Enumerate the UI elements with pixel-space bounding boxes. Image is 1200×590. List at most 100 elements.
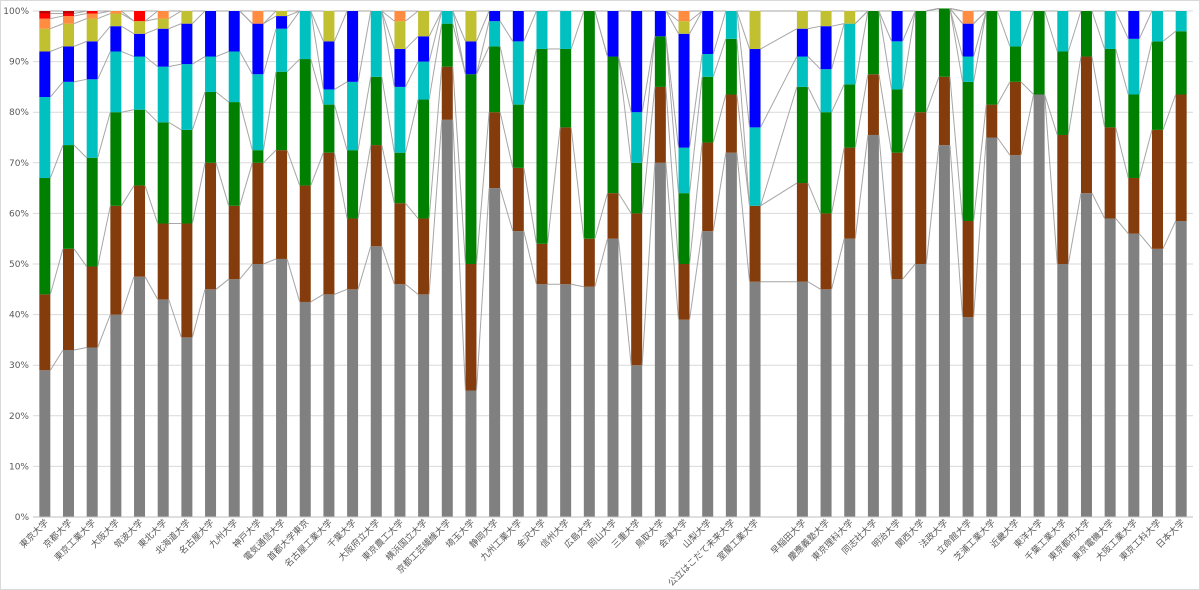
bar-segment	[1080, 11, 1092, 57]
bar-segment	[323, 41, 335, 90]
series-line	[168, 121, 182, 131]
bar-segment	[323, 11, 335, 42]
series-line	[215, 51, 229, 58]
bar-segment	[1033, 11, 1045, 95]
series-line	[831, 23, 845, 27]
bar-segment	[205, 289, 217, 517]
bar-segment	[86, 157, 98, 267]
series-line	[73, 78, 87, 83]
series-line	[192, 56, 206, 65]
bar-segment	[1128, 233, 1140, 517]
series-line	[641, 86, 656, 214]
bar-segment	[678, 21, 690, 34]
bar-segment	[205, 162, 217, 290]
bar-segment	[938, 8, 950, 77]
series-line	[1162, 220, 1177, 250]
series-line	[310, 10, 324, 90]
series-line	[499, 187, 514, 232]
bar-segment	[938, 76, 950, 146]
bar-segment	[418, 218, 430, 295]
series-line	[404, 99, 419, 153]
series-line	[570, 10, 585, 50]
series-line	[973, 10, 987, 57]
series-line	[499, 20, 514, 42]
series-line	[334, 81, 348, 90]
series-line	[191, 91, 206, 131]
bar-segment	[1057, 134, 1069, 264]
series-line	[523, 230, 537, 285]
bar-segment	[915, 11, 927, 113]
bar-segment	[276, 71, 288, 151]
series-line	[1067, 56, 1082, 136]
series-line	[618, 238, 632, 366]
bar-segment	[39, 51, 51, 98]
bar-segment	[394, 21, 406, 49]
bar-segment	[915, 112, 927, 264]
series-line	[191, 289, 206, 338]
series-line	[689, 231, 703, 320]
series-line	[736, 10, 751, 128]
series-line	[475, 10, 490, 42]
series-line	[1020, 81, 1034, 95]
bar-segment	[1057, 51, 1069, 135]
bar-segment	[512, 41, 524, 105]
series-line	[570, 127, 585, 239]
bar-segment	[418, 36, 430, 62]
series-line	[736, 38, 751, 206]
series-line	[144, 10, 159, 22]
bar-segment	[1175, 31, 1187, 95]
series-line	[973, 137, 987, 318]
bar-segment	[110, 13, 122, 27]
bar-segment	[512, 231, 524, 518]
series-line	[405, 35, 419, 50]
series-line	[168, 299, 182, 338]
series-line	[712, 38, 727, 77]
series-line	[1138, 10, 1153, 40]
bar-segment	[1128, 177, 1140, 234]
series-line	[949, 8, 964, 82]
bar-segment	[323, 152, 335, 295]
series-line	[1162, 94, 1177, 131]
bar-segment	[134, 109, 146, 186]
series-line	[120, 276, 135, 315]
bar-segment	[299, 59, 311, 186]
bar-segment	[536, 243, 548, 285]
bar-segment	[796, 183, 808, 282]
bar-segment	[1080, 56, 1092, 194]
bar-segment	[39, 294, 51, 371]
series-line	[926, 7, 940, 12]
bar-segment	[1033, 94, 1045, 518]
y-tick-label: 80%	[9, 108, 29, 118]
series-line	[499, 112, 514, 168]
series-line	[73, 13, 87, 17]
bar-segment	[820, 26, 832, 70]
series-line	[476, 46, 490, 75]
series-line	[239, 10, 253, 25]
bar-segment	[489, 112, 501, 189]
series-line	[452, 10, 466, 42]
series-line	[428, 10, 443, 37]
bar-segment	[134, 185, 146, 277]
series-line	[404, 61, 419, 88]
bar-segment	[844, 84, 856, 148]
series-line	[1138, 129, 1153, 179]
bar-segment	[347, 81, 359, 151]
series-line	[831, 147, 845, 214]
series-line	[263, 10, 277, 25]
bar-segment	[441, 119, 453, 517]
series-line	[618, 192, 632, 214]
bar-segment	[1151, 41, 1163, 130]
bar-segment	[134, 11, 146, 22]
bar-segment	[1104, 11, 1116, 49]
bar-segment	[181, 23, 193, 65]
series-line	[405, 202, 419, 219]
bar-segment	[441, 11, 453, 24]
bar-segment	[228, 51, 240, 103]
bar-segment	[820, 69, 832, 113]
series-line	[831, 238, 845, 290]
bar-segment	[1128, 94, 1140, 178]
bar-segment	[157, 122, 169, 224]
bar-segment	[370, 11, 382, 77]
bar-segment	[252, 23, 264, 75]
bar-segment	[631, 112, 643, 163]
